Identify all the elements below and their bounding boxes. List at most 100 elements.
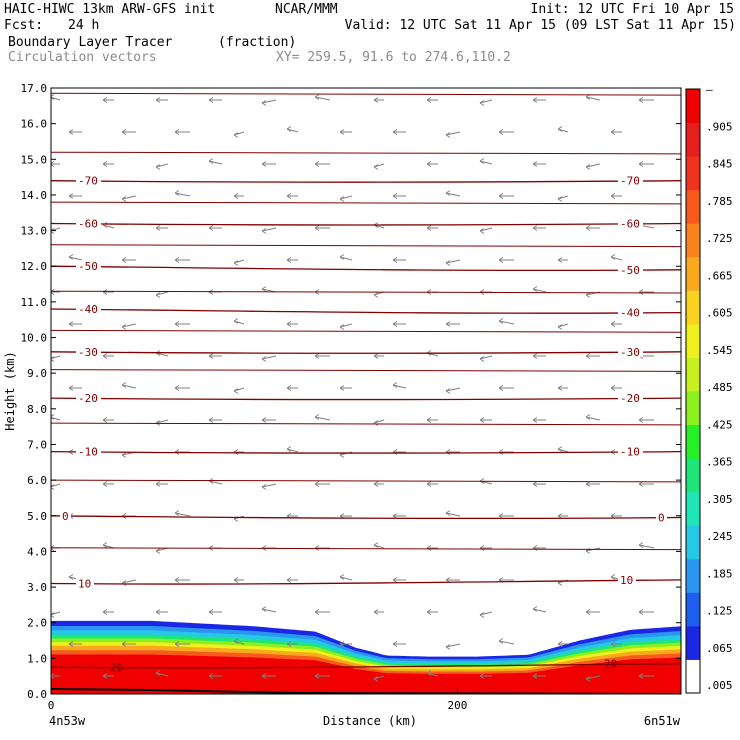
wind-vector <box>261 355 277 362</box>
colorbar-label: .485 <box>706 381 733 394</box>
wind-vector <box>102 161 114 167</box>
wind-vector <box>557 126 569 133</box>
wind-vector <box>339 641 352 647</box>
y-tick-label: 2.0 <box>27 617 47 630</box>
wind-vector <box>261 417 276 423</box>
wind-vector <box>585 225 600 231</box>
valid-time: Valid: 12 UTC Sat 11 Apr 15 (09 LST Sat … <box>344 18 736 33</box>
wind-vector <box>102 353 114 359</box>
y-tick-label: 14.0 <box>21 189 48 202</box>
temperature-contour-labeled <box>51 180 681 183</box>
wind-vector <box>155 609 168 615</box>
init-time: Init: 12 UTC Fri 10 Apr 15 <box>530 2 735 17</box>
overlay-name: Circulation vectors <box>8 50 157 65</box>
wind-vector <box>208 97 222 103</box>
wind-vector <box>233 577 244 583</box>
colorbar-swatch <box>686 558 700 593</box>
wind-vector <box>638 97 654 103</box>
contour-label-bg <box>618 217 643 229</box>
contour-label: -60 <box>620 217 640 230</box>
contour-label-bg <box>76 217 101 229</box>
wind-vector <box>233 131 245 138</box>
colorbar-label: .005 <box>706 679 733 692</box>
y-tick-label: 8.0 <box>27 403 47 416</box>
y-axis-label: Height (km) <box>3 351 17 430</box>
y-tick-label: 0.0 <box>27 688 47 701</box>
wind-vector <box>155 419 169 426</box>
wind-vector <box>121 195 137 202</box>
wind-vector <box>174 577 190 583</box>
wind-vector <box>445 321 460 327</box>
colorbar-label: .245 <box>706 530 733 543</box>
wind-vector <box>373 291 385 298</box>
wind-vector <box>208 609 222 615</box>
contour-label: 20 <box>110 661 123 674</box>
wind-vector <box>532 161 546 167</box>
wind-vector <box>233 638 245 645</box>
wind-vector <box>233 259 245 266</box>
wind-vector <box>557 446 569 453</box>
temperature-contour-labeled <box>51 222 681 226</box>
temperature-contour <box>51 151 681 155</box>
wind-vector <box>392 129 406 135</box>
colorbar-label: .905 <box>706 120 733 133</box>
wind-vector <box>121 382 137 389</box>
wind-vector <box>233 193 244 199</box>
wind-vector <box>373 542 385 549</box>
colorbar-swatch <box>686 525 700 560</box>
colorbar-swatch <box>686 424 700 459</box>
wind-vector <box>208 225 222 231</box>
colorbar-label: – <box>706 83 713 96</box>
wind-vector <box>314 545 330 551</box>
wind-vector <box>51 94 61 101</box>
wind-vector <box>557 257 568 263</box>
wind-vector <box>51 611 61 618</box>
wind-vector <box>339 323 353 330</box>
temperature-contour <box>51 329 681 333</box>
colorbar-swatch <box>686 391 700 426</box>
wind-vector <box>638 417 654 423</box>
wind-vector <box>286 385 298 391</box>
plot-frame <box>50 87 682 695</box>
colorbar-swatch <box>686 659 700 694</box>
wind-vector <box>208 158 223 165</box>
y-tick-label: 9.0 <box>27 367 47 380</box>
wind-vector <box>155 481 168 487</box>
wind-vector <box>155 97 168 103</box>
wind-vector <box>155 225 168 231</box>
wind-vector <box>233 318 245 325</box>
wind-vector <box>286 641 298 647</box>
wind-vector <box>121 579 137 586</box>
wind-vector <box>121 257 136 263</box>
wind-vector <box>585 353 600 359</box>
wind-vector <box>392 577 406 583</box>
contour-label-bg <box>60 509 71 521</box>
wind-vector <box>286 257 298 263</box>
colorbar-label: .725 <box>706 232 733 245</box>
wind-vector <box>532 97 546 103</box>
y-tick-label: 17.0 <box>21 82 48 95</box>
wind-vector <box>532 606 547 613</box>
wind-vector <box>479 417 492 423</box>
wind-vector <box>51 355 61 362</box>
wind-vector <box>426 670 439 677</box>
wind-vector <box>392 449 406 455</box>
wind-vector <box>208 417 222 423</box>
wind-vector <box>121 323 137 330</box>
wind-vector <box>102 97 114 103</box>
wind-vector <box>498 318 515 325</box>
colorbar-label: .665 <box>706 269 733 282</box>
wind-vector <box>426 97 438 103</box>
wind-vector <box>233 449 244 455</box>
colorbar-label: .365 <box>706 456 733 469</box>
wind-vector <box>314 161 330 167</box>
field-units: (fraction) <box>218 35 297 50</box>
wind-vector <box>102 222 115 229</box>
wind-vector <box>261 286 277 293</box>
wind-vector <box>426 417 438 423</box>
wind-vector <box>392 193 406 199</box>
wind-vector <box>314 673 330 679</box>
colorbar-swatch <box>686 323 700 358</box>
wind-vector <box>445 259 461 266</box>
